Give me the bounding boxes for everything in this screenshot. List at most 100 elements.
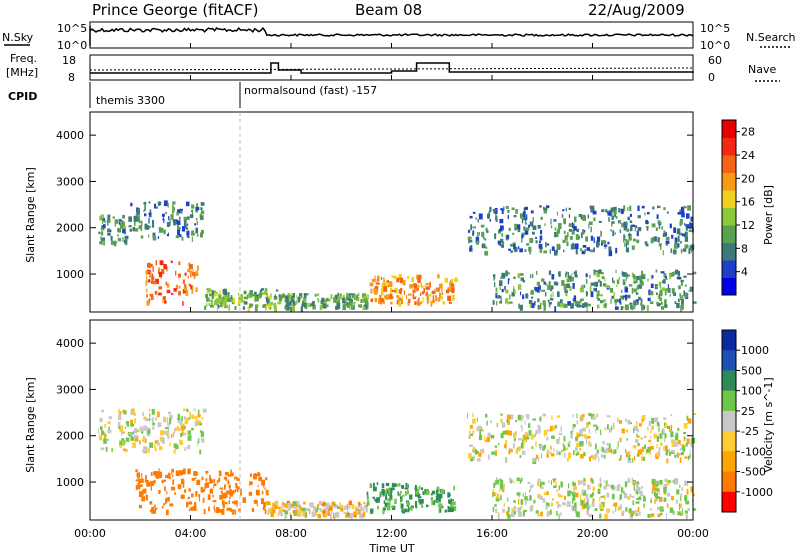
heatmap-cell — [475, 240, 480, 244]
heatmap-cell — [521, 238, 523, 243]
heatmap-cell — [562, 443, 565, 446]
heatmap-cell — [360, 506, 363, 512]
heatmap-cell — [296, 294, 298, 300]
heatmap-cell — [151, 417, 154, 423]
heatmap-cell — [579, 248, 583, 251]
heatmap-cell — [631, 287, 634, 294]
heatmap-cell — [613, 502, 618, 507]
heatmap-cell — [513, 285, 515, 290]
heatmap-cell — [415, 493, 419, 497]
heatmap-cell — [586, 247, 590, 251]
heatmap-cell — [665, 276, 667, 279]
heatmap-cell — [136, 486, 141, 490]
heatmap-cell — [157, 471, 161, 474]
heatmap-cell — [189, 283, 191, 287]
heatmap-cell — [512, 232, 515, 235]
cpid-segment-1: themis 3300 — [96, 94, 165, 107]
heatmap-cell — [121, 220, 124, 223]
heatmap-cell — [595, 429, 597, 434]
colorbar-swatch — [722, 471, 736, 493]
heatmap-cell — [175, 220, 179, 223]
heatmap-cell — [634, 226, 636, 232]
heatmap-cell — [472, 430, 475, 434]
heatmap-cell — [147, 279, 151, 283]
heatmap-cell — [549, 298, 554, 301]
heatmap-cell — [659, 512, 663, 516]
heatmap-cell — [158, 267, 161, 273]
heatmap-cell — [235, 482, 238, 488]
heatmap-cell — [192, 209, 194, 216]
heatmap-cell — [573, 295, 577, 302]
heatmap-cell — [589, 442, 592, 447]
x-tick-label: 00:00 — [677, 527, 709, 540]
heatmap-cell — [500, 297, 502, 303]
heatmap-cell — [425, 286, 429, 290]
heatmap-cell — [436, 486, 440, 493]
heatmap-cell — [195, 476, 197, 480]
heatmap-cell — [628, 236, 632, 241]
heatmap-cell — [637, 215, 641, 219]
heatmap-cell — [685, 500, 690, 505]
heatmap-cell — [576, 228, 579, 233]
heatmap-cell — [540, 216, 543, 220]
heatmap-cell — [495, 508, 498, 513]
heatmap-cell — [351, 504, 355, 510]
x-tick-label: 16:00 — [476, 527, 508, 540]
heatmap-cell — [567, 276, 571, 282]
heatmap-cell — [175, 270, 177, 276]
heatmap-cell — [644, 212, 646, 216]
heatmap-cell — [437, 297, 441, 302]
heatmap-cell — [606, 442, 608, 446]
heatmap-cell — [325, 298, 329, 302]
colorbar-swatch — [722, 451, 736, 473]
heatmap-cell — [507, 278, 510, 285]
heatmap-cell — [604, 277, 606, 282]
heatmap-cell — [250, 473, 252, 477]
heatmap-cell — [596, 244, 599, 248]
heatmap-cell — [640, 281, 644, 286]
heatmap-cell — [274, 297, 277, 300]
heatmap-cell — [175, 427, 177, 432]
colorbar-swatch — [722, 155, 736, 173]
heatmap-cell — [630, 224, 635, 227]
heatmap-cell — [545, 291, 547, 297]
heatmap-cell — [452, 294, 455, 301]
heatmap-cell — [513, 432, 517, 439]
heatmap-cell — [637, 205, 640, 211]
heatmap-cell — [135, 429, 139, 433]
heatmap-cell — [178, 285, 181, 289]
heatmap-cell — [183, 416, 186, 420]
heatmap-cell — [540, 511, 543, 517]
heatmap-cell — [183, 220, 187, 227]
heatmap-cell — [556, 211, 558, 216]
heatmap-cell — [195, 270, 198, 273]
heatmap-cell — [508, 227, 511, 232]
heatmap-cell — [612, 504, 614, 507]
heatmap-cell — [188, 509, 191, 512]
heatmap-cell — [508, 449, 511, 455]
station-title: Prince George (fitACF) — [92, 1, 258, 19]
heatmap-cell — [529, 495, 532, 501]
heatmap-cell — [664, 438, 666, 442]
heatmap-cell — [158, 468, 160, 474]
heatmap-cell — [552, 291, 554, 298]
heatmap-cell — [568, 224, 573, 227]
heatmap-cell — [401, 494, 405, 497]
heatmap-cell — [118, 221, 121, 225]
heatmap-cell — [519, 305, 523, 311]
heatmap-cell — [647, 514, 651, 518]
heatmap-cell — [196, 203, 199, 209]
heatmap-cell — [659, 509, 664, 512]
heatmap-cell — [680, 206, 685, 213]
heatmap-cell — [162, 215, 164, 220]
heatmap-cell — [407, 300, 410, 306]
heatmap-cell — [658, 492, 661, 495]
heatmap-cell — [595, 287, 597, 292]
heatmap-cell — [277, 301, 282, 305]
heatmap-cell — [157, 236, 160, 239]
heatmap-cell — [284, 510, 289, 515]
heatmap-cell — [664, 290, 667, 296]
heatmap-cell — [495, 292, 498, 299]
heatmap-cell — [175, 285, 177, 290]
heatmap-cell — [591, 208, 595, 211]
